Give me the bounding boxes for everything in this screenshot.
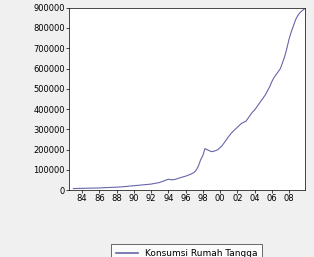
Legend: Konsumsi Rumah Tangga: Konsumsi Rumah Tangga	[111, 244, 263, 257]
